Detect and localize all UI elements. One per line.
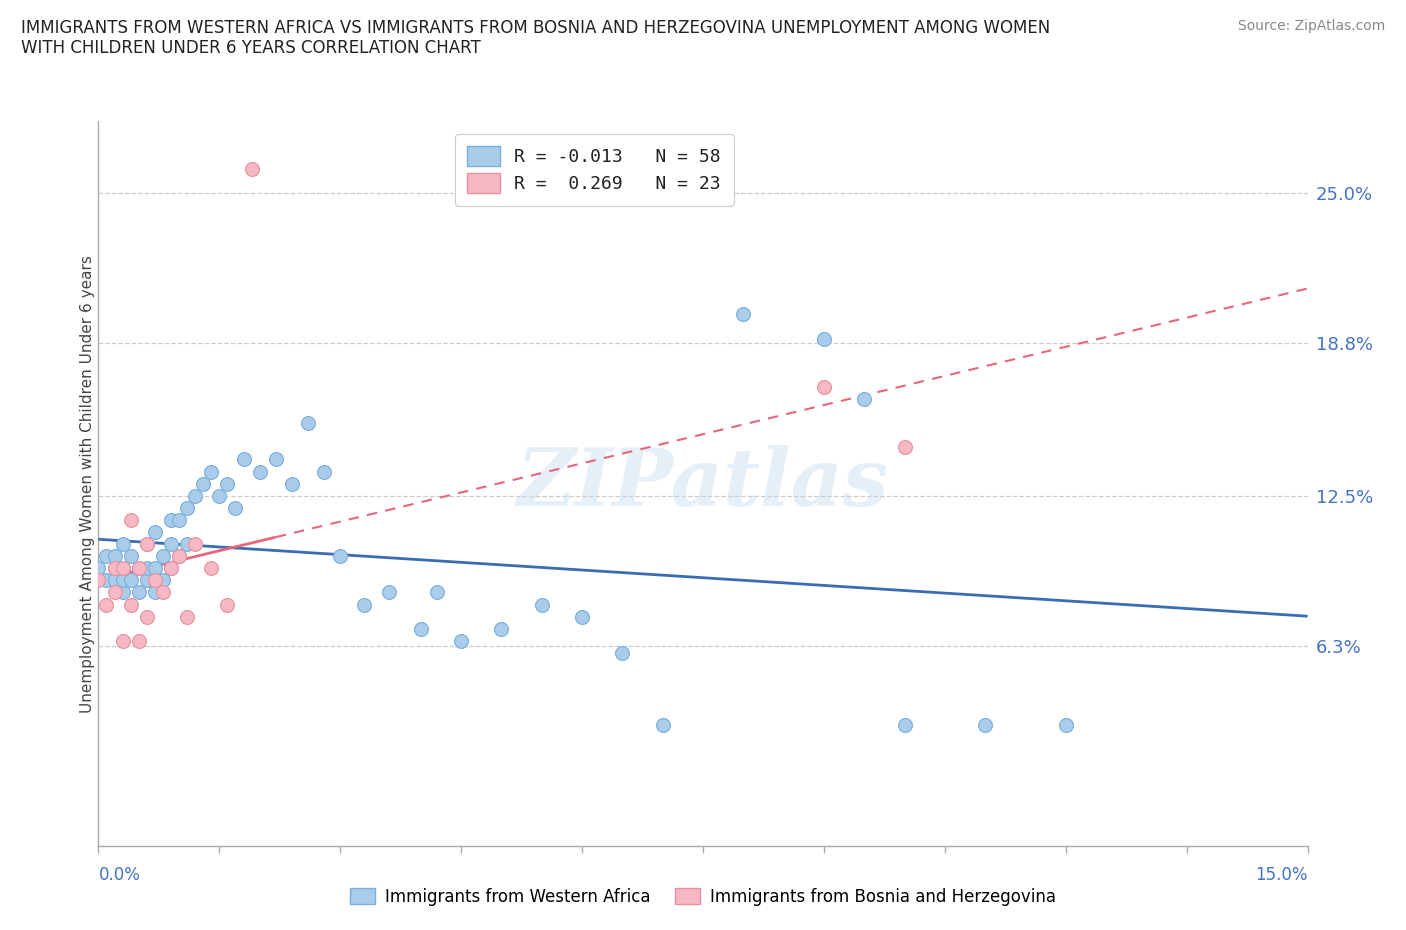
Point <box>120 549 142 564</box>
Point <box>240 162 263 177</box>
Point <box>353 597 375 612</box>
Point <box>152 585 174 600</box>
Point <box>135 561 157 576</box>
Point <box>176 500 198 515</box>
Point <box>281 476 304 491</box>
Point <box>160 537 183 551</box>
Point <box>96 573 118 588</box>
Point <box>1054 718 1077 733</box>
Point <box>111 573 134 588</box>
Point <box>200 561 222 576</box>
Point <box>208 488 231 503</box>
Point <box>152 549 174 564</box>
Point <box>297 416 319 431</box>
Point <box>135 537 157 551</box>
Point <box>160 561 183 576</box>
Point <box>135 609 157 624</box>
Point <box>184 537 207 551</box>
Text: IMMIGRANTS FROM WESTERN AFRICA VS IMMIGRANTS FROM BOSNIA AND HERZEGOVINA UNEMPLO: IMMIGRANTS FROM WESTERN AFRICA VS IMMIGR… <box>21 19 1050 58</box>
Point <box>893 440 915 455</box>
Point <box>167 512 190 527</box>
Point <box>329 549 352 564</box>
Point <box>224 500 246 515</box>
Point <box>128 585 150 600</box>
Point <box>853 392 876 406</box>
Point <box>111 585 134 600</box>
Point <box>813 379 835 394</box>
Point <box>974 718 997 733</box>
Point <box>87 573 110 588</box>
Point <box>232 452 254 467</box>
Text: Source: ZipAtlas.com: Source: ZipAtlas.com <box>1237 19 1385 33</box>
Point <box>128 561 150 576</box>
Legend: Immigrants from Western Africa, Immigrants from Bosnia and Herzegovina: Immigrants from Western Africa, Immigran… <box>343 881 1063 912</box>
Point <box>96 549 118 564</box>
Point <box>167 549 190 564</box>
Text: 0.0%: 0.0% <box>98 866 141 884</box>
Point <box>135 573 157 588</box>
Point <box>103 549 125 564</box>
Point <box>217 476 239 491</box>
Point <box>120 512 142 527</box>
Point <box>103 561 125 576</box>
Point <box>128 561 150 576</box>
Point <box>571 609 593 624</box>
Point <box>176 537 198 551</box>
Point <box>167 549 190 564</box>
Point <box>450 633 472 648</box>
Point <box>87 561 110 576</box>
Point <box>530 597 553 612</box>
Point <box>111 537 134 551</box>
Point <box>160 512 183 527</box>
Point <box>612 645 634 660</box>
Point <box>160 561 183 576</box>
Point <box>893 718 915 733</box>
Point <box>96 597 118 612</box>
Point <box>143 573 166 588</box>
Point <box>111 633 134 648</box>
Point <box>143 585 166 600</box>
Point <box>103 561 125 576</box>
Point <box>128 633 150 648</box>
Point <box>217 597 239 612</box>
Point <box>377 585 399 600</box>
Point <box>111 561 134 576</box>
Point <box>120 573 142 588</box>
Point <box>152 573 174 588</box>
Point <box>491 621 513 636</box>
Text: ZIPatlas: ZIPatlas <box>517 445 889 523</box>
Point <box>143 525 166 539</box>
Point <box>200 464 222 479</box>
Legend: R = -0.013   N = 58, R =  0.269   N = 23: R = -0.013 N = 58, R = 0.269 N = 23 <box>454 134 734 206</box>
Point <box>135 537 157 551</box>
Point <box>103 585 125 600</box>
Point <box>733 307 755 322</box>
Point <box>184 488 207 503</box>
Text: 15.0%: 15.0% <box>1256 866 1308 884</box>
Point <box>264 452 287 467</box>
Point <box>143 561 166 576</box>
Point <box>193 476 215 491</box>
Point <box>120 597 142 612</box>
Point <box>103 573 125 588</box>
Point <box>651 718 673 733</box>
Point <box>249 464 271 479</box>
Point <box>409 621 432 636</box>
Y-axis label: Unemployment Among Women with Children Under 6 years: Unemployment Among Women with Children U… <box>80 255 94 712</box>
Point <box>314 464 336 479</box>
Point <box>813 331 835 346</box>
Point <box>111 561 134 576</box>
Point <box>426 585 449 600</box>
Point <box>176 609 198 624</box>
